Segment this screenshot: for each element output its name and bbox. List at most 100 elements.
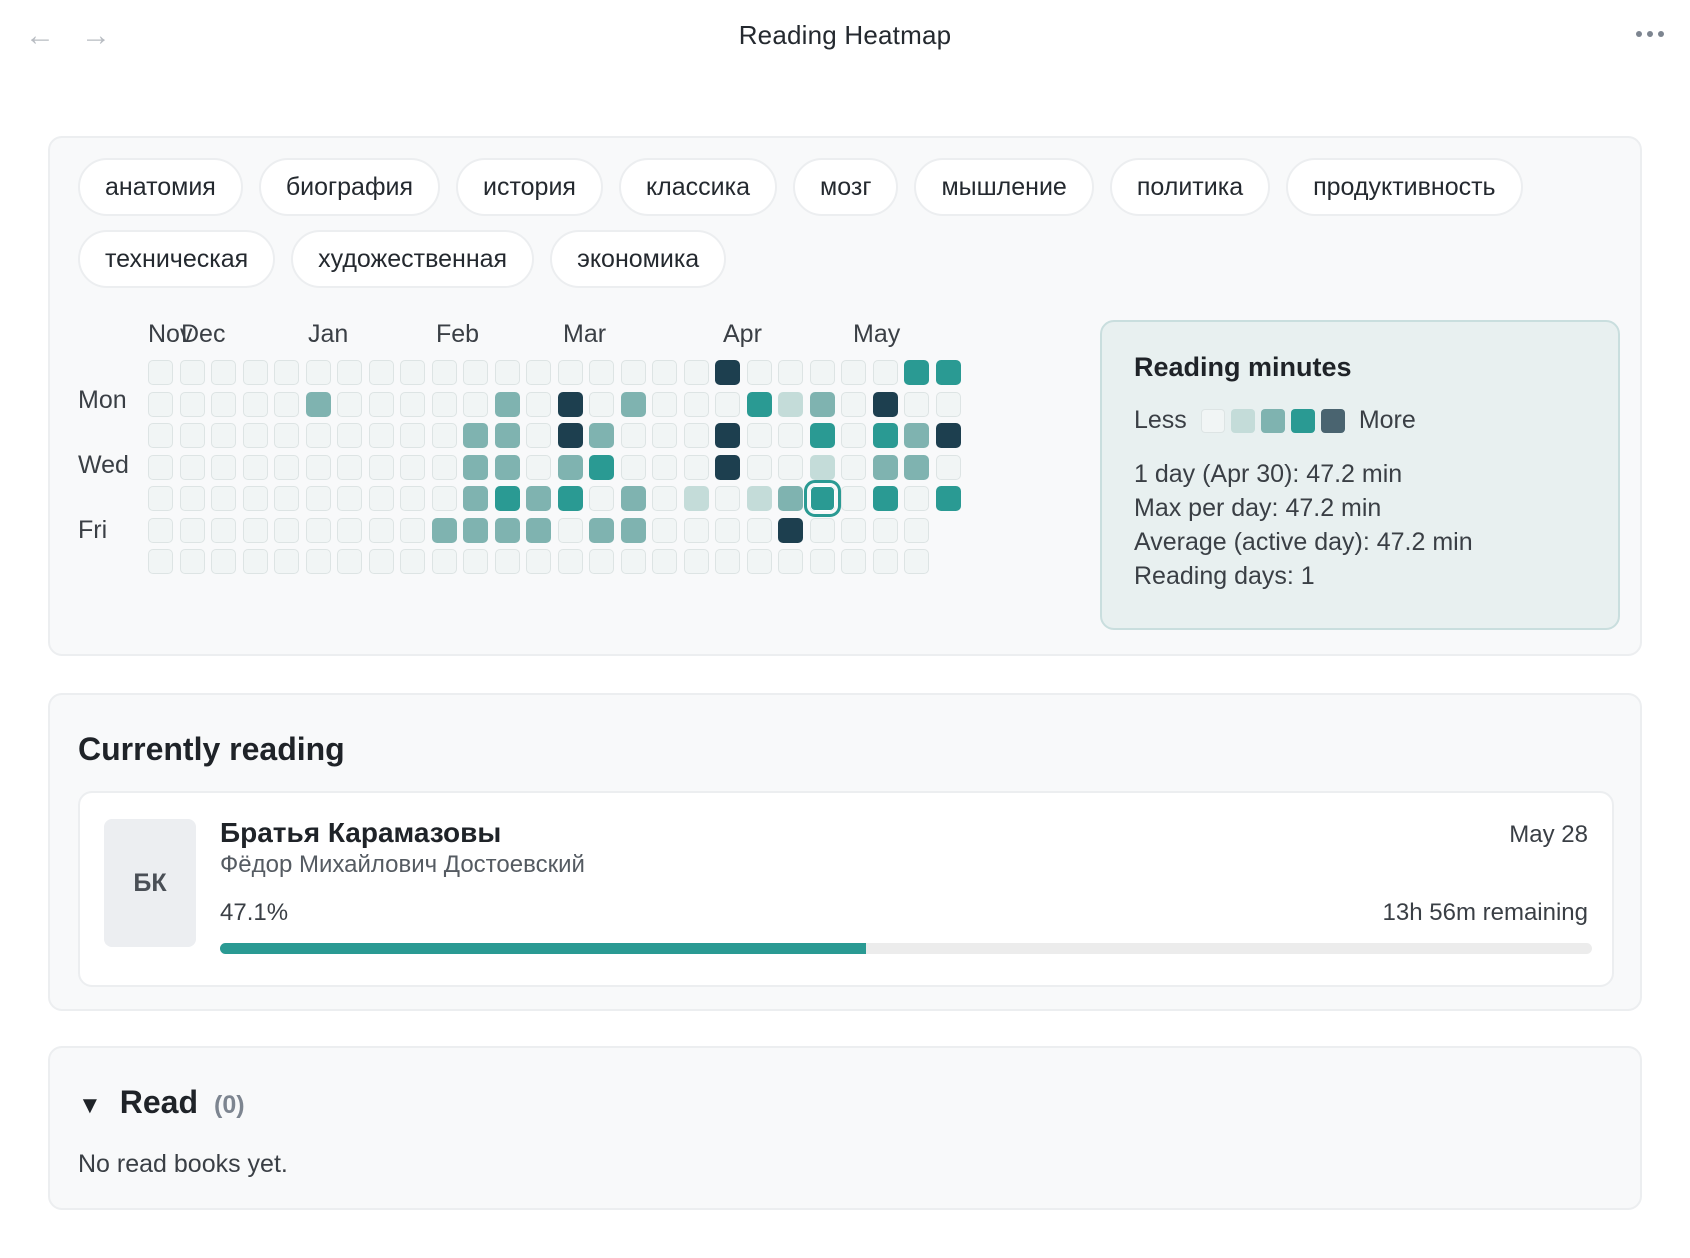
heatmap-cell[interactable] <box>652 517 677 543</box>
heatmap-cell[interactable] <box>526 486 551 511</box>
heatmap-cell[interactable] <box>400 360 425 385</box>
heatmap-cell[interactable] <box>463 391 488 417</box>
heatmap-cell[interactable] <box>211 360 236 385</box>
heatmap-cell[interactable] <box>715 423 740 448</box>
heatmap-cell[interactable] <box>620 391 646 417</box>
heatmap-cell[interactable] <box>179 454 205 480</box>
tag-chip[interactable]: продуктивность <box>1286 158 1523 216</box>
heatmap-cell[interactable] <box>305 486 331 511</box>
heatmap-cell[interactable] <box>463 423 488 448</box>
heatmap-cell[interactable] <box>148 486 173 511</box>
heatmap-cell[interactable] <box>652 423 677 448</box>
heatmap-cell[interactable] <box>242 549 268 574</box>
heatmap-cell[interactable] <box>589 517 614 543</box>
heatmap-cell[interactable] <box>400 391 425 417</box>
heatmap-cell[interactable] <box>526 454 551 480</box>
heatmap-cell[interactable] <box>400 454 425 480</box>
heatmap-cell[interactable] <box>589 391 614 417</box>
heatmap-cell[interactable] <box>620 423 646 448</box>
heatmap-cell[interactable] <box>400 549 425 574</box>
heatmap-cell[interactable] <box>904 454 929 480</box>
heatmap-cell[interactable] <box>494 391 520 417</box>
heatmap-cell[interactable] <box>242 486 268 511</box>
heatmap-cell[interactable] <box>557 549 583 574</box>
tag-chip[interactable]: политика <box>1109 158 1271 216</box>
heatmap-cell[interactable] <box>242 360 268 385</box>
tag-chip[interactable]: анатомия <box>78 158 243 216</box>
heatmap-cell[interactable] <box>179 360 205 385</box>
heatmap-cell[interactable] <box>746 360 772 385</box>
tag-chip[interactable]: техническая <box>78 230 276 288</box>
heatmap-cell[interactable] <box>809 454 835 480</box>
tag-chip[interactable]: классика <box>618 158 778 216</box>
heatmap-cell[interactable] <box>683 517 709 543</box>
heatmap-cell[interactable] <box>935 454 961 480</box>
heatmap-cell[interactable] <box>778 454 803 480</box>
heatmap-cell[interactable] <box>305 454 331 480</box>
heatmap-cell[interactable] <box>305 423 331 448</box>
heatmap-cell[interactable] <box>494 549 520 574</box>
heatmap-cell[interactable] <box>494 486 520 511</box>
heatmap-cell[interactable] <box>305 391 331 417</box>
heatmap-cell[interactable] <box>904 391 929 417</box>
heatmap-cell[interactable] <box>683 360 709 385</box>
heatmap-cell[interactable] <box>872 454 898 480</box>
heatmap-cell[interactable] <box>368 454 394 480</box>
heatmap-cell[interactable] <box>368 360 394 385</box>
heatmap-cell[interactable] <box>211 454 236 480</box>
heatmap-cell[interactable] <box>620 549 646 574</box>
heatmap-cell[interactable] <box>557 486 583 511</box>
heatmap-cell[interactable] <box>431 549 457 574</box>
heatmap-cell[interactable] <box>809 423 835 448</box>
heatmap-cell[interactable] <box>494 454 520 480</box>
heatmap-cell[interactable] <box>431 391 457 417</box>
heatmap-cell[interactable] <box>809 517 835 543</box>
heatmap-cell[interactable] <box>431 517 457 543</box>
tag-chip[interactable]: мышление <box>914 158 1094 216</box>
heatmap-cell[interactable] <box>400 517 425 543</box>
heatmap-cell[interactable] <box>148 549 173 574</box>
heatmap-cell[interactable] <box>589 360 614 385</box>
heatmap-cell[interactable] <box>242 423 268 448</box>
heatmap-cell[interactable] <box>463 486 488 511</box>
heatmap-cell[interactable] <box>274 517 299 543</box>
heatmap-cell[interactable] <box>841 423 866 448</box>
heatmap-cell[interactable] <box>841 549 866 574</box>
heatmap-cell[interactable] <box>620 486 646 511</box>
heatmap-cell[interactable] <box>368 423 394 448</box>
heatmap-cell[interactable] <box>904 549 929 574</box>
heatmap-cell[interactable] <box>337 391 362 417</box>
book-item[interactable]: БК Братья Карамазовы Фёдор Михайлович До… <box>78 791 1614 987</box>
heatmap-cell[interactable] <box>746 391 772 417</box>
heatmap-cell[interactable] <box>620 454 646 480</box>
heatmap-cell[interactable] <box>463 454 488 480</box>
heatmap-cell[interactable] <box>494 517 520 543</box>
tag-chip[interactable]: экономика <box>550 230 727 288</box>
heatmap-cell[interactable] <box>463 517 488 543</box>
heatmap-cell[interactable] <box>904 423 929 448</box>
heatmap-cell[interactable] <box>778 391 803 417</box>
heatmap-cell[interactable] <box>803 480 841 517</box>
heatmap-cell[interactable] <box>274 454 299 480</box>
heatmap-cell[interactable] <box>211 423 236 448</box>
heatmap-cell[interactable] <box>305 549 331 574</box>
heatmap-cell[interactable] <box>872 486 898 511</box>
heatmap-cell[interactable] <box>431 486 457 511</box>
heatmap-cell[interactable] <box>494 360 520 385</box>
heatmap-cell[interactable] <box>305 517 331 543</box>
heatmap-cell[interactable] <box>211 486 236 511</box>
heatmap-cell[interactable] <box>809 549 835 574</box>
heatmap-cell[interactable] <box>400 423 425 448</box>
heatmap-cell[interactable] <box>841 486 866 511</box>
heatmap-cell[interactable] <box>746 517 772 543</box>
heatmap-cell[interactable] <box>652 549 677 574</box>
tag-chip[interactable]: мозг <box>793 158 899 216</box>
heatmap-cell[interactable] <box>557 360 583 385</box>
heatmap-cell[interactable] <box>715 549 740 574</box>
heatmap-cell[interactable] <box>337 549 362 574</box>
heatmap-cell[interactable] <box>715 454 740 480</box>
heatmap-cell[interactable] <box>652 391 677 417</box>
heatmap-cell[interactable] <box>368 549 394 574</box>
heatmap-cell[interactable] <box>620 517 646 543</box>
heatmap-cell[interactable] <box>809 391 835 417</box>
